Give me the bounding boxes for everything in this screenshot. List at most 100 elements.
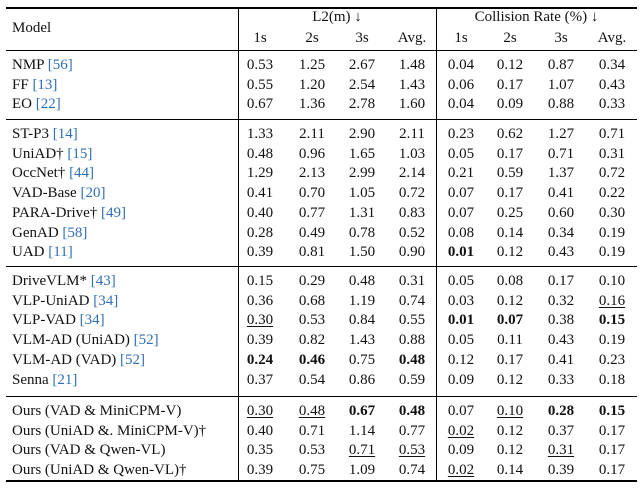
collision-value: 0.28 xyxy=(547,403,575,419)
model-name: DriveVLM* [43] xyxy=(12,273,116,290)
l2-value: 0.55 xyxy=(246,76,274,93)
l2-value: 2.90 xyxy=(348,126,376,142)
collision-value: 0.07 xyxy=(447,185,475,202)
l2-value: 0.48 xyxy=(246,145,274,162)
l2-value: 2.11 xyxy=(399,126,425,142)
l2-value: 2.99 xyxy=(348,165,376,182)
model-name: UAD [11] xyxy=(12,244,73,261)
l2-value: 0.28 xyxy=(246,224,274,241)
l2-value: 0.35 xyxy=(246,442,274,459)
citation-link[interactable]: [13] xyxy=(32,76,58,93)
collision-value: 0.15 xyxy=(598,403,626,419)
l2-value: 0.39 xyxy=(246,462,274,479)
citation-link[interactable]: [22] xyxy=(35,96,61,113)
model-name: Ours (VAD & MiniCPM-V) xyxy=(12,403,181,420)
collision-value: 0.87 xyxy=(547,57,575,73)
collision-value: 0.43 xyxy=(547,332,575,349)
model-name: VAD-Base [20] xyxy=(12,185,105,202)
l2-value: 0.39 xyxy=(246,332,274,349)
column-divider-model xyxy=(238,8,239,481)
collision-value: 0.43 xyxy=(598,76,626,93)
collision-value: 0.39 xyxy=(547,462,575,479)
subheader-collision-2: 2s xyxy=(503,30,517,46)
collision-value: 0.05 xyxy=(447,273,475,289)
collision-value: 0.16 xyxy=(598,292,626,309)
collision-value: 0.17 xyxy=(547,273,575,289)
collision-value: 0.08 xyxy=(447,224,475,241)
l2-value: 0.48 xyxy=(398,403,426,419)
citation-link[interactable]: [56] xyxy=(47,57,73,73)
collision-value: 0.71 xyxy=(547,145,575,162)
collision-value: 0.19 xyxy=(598,332,626,349)
model-label: Ours (VAD & Qwen-VL) xyxy=(12,442,166,459)
collision-value: 0.01 xyxy=(447,244,475,261)
l2-value: 0.59 xyxy=(398,371,426,388)
citation-link[interactable]: [49] xyxy=(101,204,127,221)
l2-value: 0.72 xyxy=(398,185,426,202)
citation-link[interactable]: [34] xyxy=(93,292,119,309)
citation-link[interactable]: [11] xyxy=(48,244,73,261)
group-rule-1 xyxy=(6,119,637,120)
collision-value: 0.09 xyxy=(447,442,475,459)
collision-value: 0.41 xyxy=(547,185,575,202)
citation-link[interactable]: [44] xyxy=(69,165,95,182)
collision-value: 0.17 xyxy=(598,462,626,479)
model-name: PARA-Drive† [49] xyxy=(12,205,126,222)
l2-value: 0.83 xyxy=(398,204,426,221)
l2-value: 0.36 xyxy=(246,292,274,309)
citation-link[interactable]: [52] xyxy=(133,332,159,349)
collision-value: 0.59 xyxy=(496,165,524,182)
collision-value: 0.71 xyxy=(598,126,626,142)
collision-value: 0.02 xyxy=(447,462,475,479)
citation-link[interactable]: [15] xyxy=(67,145,93,162)
collision-value: 0.07 xyxy=(447,204,475,221)
l2-value: 0.39 xyxy=(246,244,274,261)
collision-value: 0.14 xyxy=(496,224,524,241)
l2-value: 0.53 xyxy=(398,442,426,459)
collision-value: 0.07 xyxy=(496,312,524,329)
citation-link[interactable]: [20] xyxy=(80,185,106,202)
l2-value: 1.43 xyxy=(348,332,376,349)
model-name: ST-P3 [14] xyxy=(12,126,78,143)
citation-link[interactable]: [43] xyxy=(90,273,116,289)
citation-link[interactable]: [34] xyxy=(79,312,105,329)
l2-value: 0.86 xyxy=(348,371,376,388)
model-label: GenAD xyxy=(12,224,63,241)
collision-value: 0.15 xyxy=(598,312,626,329)
top-rule xyxy=(6,7,637,9)
model-name: FF [13] xyxy=(12,77,57,94)
collision-value: 0.34 xyxy=(598,57,626,73)
collision-value: 0.43 xyxy=(547,244,575,261)
collision-value: 0.33 xyxy=(547,371,575,388)
collision-value: 1.37 xyxy=(547,165,575,182)
model-label: VLP-VAD xyxy=(12,312,80,329)
l2-value: 0.24 xyxy=(246,351,274,368)
model-label: VLM-AD (VAD) xyxy=(12,351,121,368)
collision-value: 0.14 xyxy=(496,462,524,479)
l2-value: 1.19 xyxy=(348,292,376,309)
l2-value: 0.77 xyxy=(398,422,426,439)
collision-value: 0.03 xyxy=(447,292,475,309)
l2-value: 0.81 xyxy=(298,244,326,261)
l2-value: 0.31 xyxy=(398,273,426,289)
collision-value: 0.07 xyxy=(447,403,475,419)
l2-value: 1.60 xyxy=(398,96,426,113)
collision-value: 0.25 xyxy=(496,204,524,221)
l2-value: 1.33 xyxy=(246,126,274,142)
citation-link[interactable]: [14] xyxy=(52,126,78,142)
collision-value: 0.31 xyxy=(547,442,575,459)
collision-value: 1.27 xyxy=(547,126,575,142)
model-label: UniAD† xyxy=(12,145,68,162)
collision-value: 0.12 xyxy=(496,292,524,309)
l2-value: 0.52 xyxy=(398,224,426,241)
citation-link[interactable]: [52] xyxy=(120,351,146,368)
collision-value: 0.18 xyxy=(598,371,626,388)
l2-value: 0.84 xyxy=(348,312,376,329)
citation-link[interactable]: [58] xyxy=(62,224,88,241)
subheader-l2-3: 3s xyxy=(355,30,369,46)
l2-value: 0.71 xyxy=(348,442,376,459)
collision-value: 0.12 xyxy=(496,371,524,388)
citation-link[interactable]: [21] xyxy=(52,371,78,388)
header-rule xyxy=(6,50,637,51)
l2-value: 0.82 xyxy=(298,332,326,349)
